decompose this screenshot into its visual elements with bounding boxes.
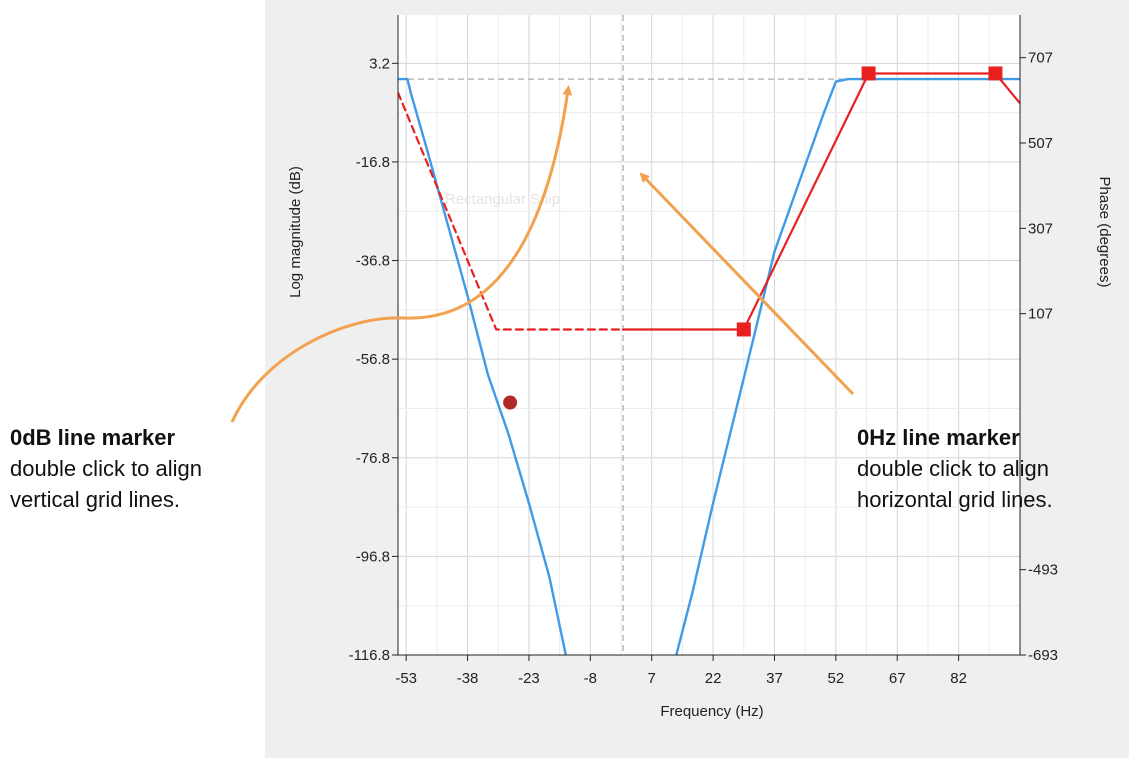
y-right-tick-label: 307 xyxy=(1028,220,1053,237)
y-left-tick-label: -76.8 xyxy=(356,450,390,467)
phase-point-marker xyxy=(988,66,1002,80)
x-tick-label: 82 xyxy=(950,670,967,687)
y-left-tick-label: -16.8 xyxy=(356,154,390,171)
y-right-tick-label: -693 xyxy=(1028,647,1058,664)
x-tick-label: -53 xyxy=(395,670,417,687)
zero-hz-callout-title: 0Hz line marker xyxy=(857,422,1129,453)
y-right-tick-label: 707 xyxy=(1028,50,1053,67)
y-right-axis-title: Phase (degrees) xyxy=(1096,177,1113,288)
y-left-tick-label: -96.8 xyxy=(356,548,390,565)
zero-db-callout-title: 0dB line marker xyxy=(10,422,270,453)
x-tick-label: 22 xyxy=(705,670,722,687)
magnitude-point-marker xyxy=(503,396,517,410)
y-left-tick-label: -56.8 xyxy=(356,351,390,368)
zero-db-callout-line1: double click to align xyxy=(10,453,270,484)
zero-hz-callout-line1: double click to align xyxy=(857,453,1129,484)
y-right-tick-label: 507 xyxy=(1028,135,1053,152)
y-left-axis-title: Log magnitude (dB) xyxy=(287,166,304,298)
x-tick-label: -23 xyxy=(518,670,540,687)
y-left-tick-label: 3.2 xyxy=(369,55,390,72)
y-left-tick-label: -36.8 xyxy=(356,253,390,270)
y-right-tick-label: -493 xyxy=(1028,562,1058,579)
x-tick-label: -38 xyxy=(457,670,479,687)
zero-hz-callout: 0Hz line marker double click to align ho… xyxy=(857,422,1129,515)
x-tick-label: 7 xyxy=(648,670,656,687)
y-left-tick-label: -116.8 xyxy=(349,647,390,664)
y-right-tick-label: 107 xyxy=(1028,306,1053,323)
x-tick-label: 37 xyxy=(766,670,783,687)
phase-point-marker xyxy=(862,66,876,80)
zero-db-callout: 0dB line marker double click to align ve… xyxy=(10,422,270,515)
plot-area xyxy=(398,15,1020,655)
phase-point-marker xyxy=(737,322,751,336)
x-axis-title: Frequency (Hz) xyxy=(660,703,763,720)
zero-hz-callout-line2: horizontal grid lines. xyxy=(857,484,1129,515)
zero-db-callout-line2: vertical grid lines. xyxy=(10,484,270,515)
x-tick-label: 67 xyxy=(889,670,906,687)
x-tick-label: 52 xyxy=(828,670,845,687)
x-tick-label: -8 xyxy=(584,670,597,687)
